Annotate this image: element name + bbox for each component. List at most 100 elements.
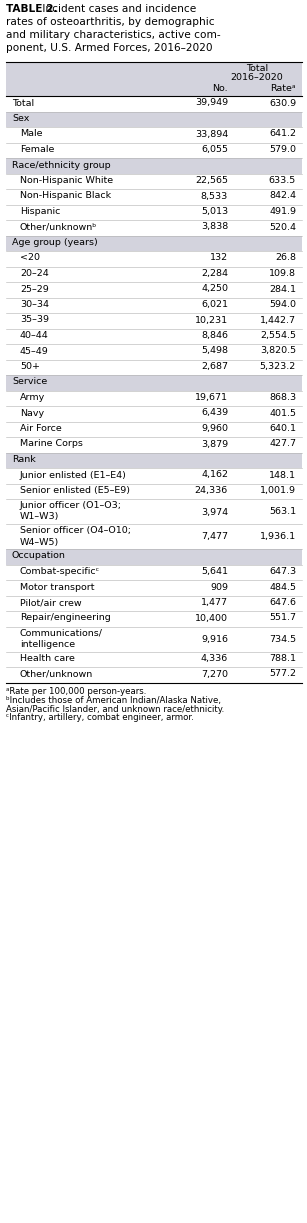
Text: Total: Total — [246, 64, 268, 73]
Text: Race/ethnicity group: Race/ethnicity group — [12, 160, 111, 170]
Text: 3,820.5: 3,820.5 — [260, 346, 296, 356]
Text: Non-Hispanic Black: Non-Hispanic Black — [20, 192, 111, 201]
Text: 427.7: 427.7 — [269, 439, 296, 449]
Text: 2,284: 2,284 — [201, 269, 228, 278]
Text: 6,055: 6,055 — [201, 146, 228, 154]
Bar — [6, 549, 302, 565]
Text: 5,498: 5,498 — [201, 346, 228, 356]
Text: Total: Total — [12, 99, 34, 108]
Text: TABLE 2.: TABLE 2. — [6, 4, 58, 13]
Text: 1,001.9: 1,001.9 — [260, 486, 296, 495]
Text: 2,554.5: 2,554.5 — [260, 331, 296, 340]
Text: Male: Male — [20, 130, 42, 138]
Text: 640.1: 640.1 — [269, 424, 296, 433]
Text: ponent, U.S. Armed Forces, 2016–2020: ponent, U.S. Armed Forces, 2016–2020 — [6, 43, 213, 53]
Text: ᶜInfantry, artillery, combat engineer, armor.: ᶜInfantry, artillery, combat engineer, a… — [6, 713, 194, 722]
Bar — [6, 62, 302, 82]
Text: 551.7: 551.7 — [269, 614, 296, 623]
Bar — [6, 82, 302, 95]
Text: Service: Service — [12, 378, 47, 386]
Text: Sex: Sex — [12, 114, 29, 124]
Text: 1,936.1: 1,936.1 — [260, 532, 296, 542]
Text: 5,323.2: 5,323.2 — [260, 362, 296, 371]
Text: 10,400: 10,400 — [195, 614, 228, 623]
Text: 633.5: 633.5 — [269, 176, 296, 185]
Text: 6,021: 6,021 — [201, 300, 228, 309]
Bar — [6, 236, 302, 251]
Text: 577.2: 577.2 — [269, 669, 296, 679]
Text: Rateᵃ: Rateᵃ — [270, 84, 296, 93]
Text: 132: 132 — [210, 253, 228, 263]
Text: 30–34: 30–34 — [20, 300, 49, 309]
Text: 8,846: 8,846 — [201, 331, 228, 340]
Text: 45–49: 45–49 — [20, 346, 49, 356]
Text: 7,477: 7,477 — [201, 532, 228, 542]
Text: 26.8: 26.8 — [275, 253, 296, 263]
Text: 5,013: 5,013 — [201, 207, 228, 216]
Text: 6,439: 6,439 — [201, 408, 228, 417]
Text: 3,838: 3,838 — [201, 223, 228, 231]
Text: 594.0: 594.0 — [269, 300, 296, 309]
Text: Incident cases and incidence: Incident cases and incidence — [39, 4, 196, 13]
Text: Health care: Health care — [20, 654, 75, 663]
Text: 284.1: 284.1 — [269, 285, 296, 294]
Text: 9,960: 9,960 — [201, 424, 228, 433]
Text: Repair/engineering: Repair/engineering — [20, 614, 111, 623]
Text: and military characteristics, active com-: and military characteristics, active com… — [6, 31, 221, 40]
Text: Army: Army — [20, 393, 45, 402]
Text: ᵇIncludes those of American Indian/Alaska Native,: ᵇIncludes those of American Indian/Alask… — [6, 696, 221, 704]
Bar — [6, 375, 302, 390]
Text: intelligence: intelligence — [20, 640, 75, 649]
Text: Age group (years): Age group (years) — [12, 238, 98, 247]
Text: 842.4: 842.4 — [269, 192, 296, 201]
Text: 630.9: 630.9 — [269, 99, 296, 108]
Text: No.: No. — [212, 84, 228, 93]
Text: 50+: 50+ — [20, 362, 40, 371]
Text: 148.1: 148.1 — [269, 471, 296, 479]
Text: 2,687: 2,687 — [201, 362, 228, 371]
Text: 647.3: 647.3 — [269, 567, 296, 576]
Text: 24,336: 24,336 — [195, 486, 228, 495]
Bar — [6, 453, 302, 468]
Text: 4,250: 4,250 — [201, 285, 228, 294]
Bar — [6, 111, 302, 127]
Text: Pilot/air crew: Pilot/air crew — [20, 598, 82, 607]
Text: W1–W3): W1–W3) — [20, 512, 59, 521]
Text: 20–24: 20–24 — [20, 269, 49, 278]
Text: 35–39: 35–39 — [20, 316, 49, 324]
Text: Communications/: Communications/ — [20, 629, 103, 638]
Text: 484.5: 484.5 — [269, 582, 296, 592]
Text: <20: <20 — [20, 253, 40, 263]
Text: 491.9: 491.9 — [269, 207, 296, 216]
Text: 5,641: 5,641 — [201, 567, 228, 576]
Text: Asian/Pacific Islander, and unknown race/ethnicity.: Asian/Pacific Islander, and unknown race… — [6, 704, 224, 713]
Text: Non-Hispanic White: Non-Hispanic White — [20, 176, 113, 185]
Text: 109.8: 109.8 — [269, 269, 296, 278]
Bar — [6, 158, 302, 174]
Text: 4,336: 4,336 — [201, 654, 228, 663]
Text: rates of osteoarthritis, by demographic: rates of osteoarthritis, by demographic — [6, 17, 215, 27]
Text: W4–W5): W4–W5) — [20, 537, 59, 547]
Text: 868.3: 868.3 — [269, 393, 296, 402]
Text: 520.4: 520.4 — [269, 223, 296, 231]
Text: 40–44: 40–44 — [20, 331, 49, 340]
Text: 2016–2020: 2016–2020 — [231, 73, 283, 82]
Text: Occupation: Occupation — [12, 552, 66, 560]
Text: 401.5: 401.5 — [269, 408, 296, 417]
Text: 8,533: 8,533 — [201, 192, 228, 201]
Text: Rank: Rank — [12, 455, 36, 464]
Text: Air Force: Air Force — [20, 424, 62, 433]
Text: 7,270: 7,270 — [201, 669, 228, 679]
Text: Senior officer (O4–O10;: Senior officer (O4–O10; — [20, 526, 131, 536]
Text: 25–29: 25–29 — [20, 285, 49, 294]
Text: Hispanic: Hispanic — [20, 207, 60, 216]
Text: 33,894: 33,894 — [195, 130, 228, 138]
Text: 788.1: 788.1 — [269, 654, 296, 663]
Text: Junior officer (O1–O3;: Junior officer (O1–O3; — [20, 501, 122, 510]
Text: 1,442.7: 1,442.7 — [260, 316, 296, 324]
Text: 3,974: 3,974 — [201, 508, 228, 516]
Text: Navy: Navy — [20, 408, 44, 417]
Text: Marine Corps: Marine Corps — [20, 439, 83, 449]
Text: 641.2: 641.2 — [269, 130, 296, 138]
Text: Combat-specificᶜ: Combat-specificᶜ — [20, 567, 100, 576]
